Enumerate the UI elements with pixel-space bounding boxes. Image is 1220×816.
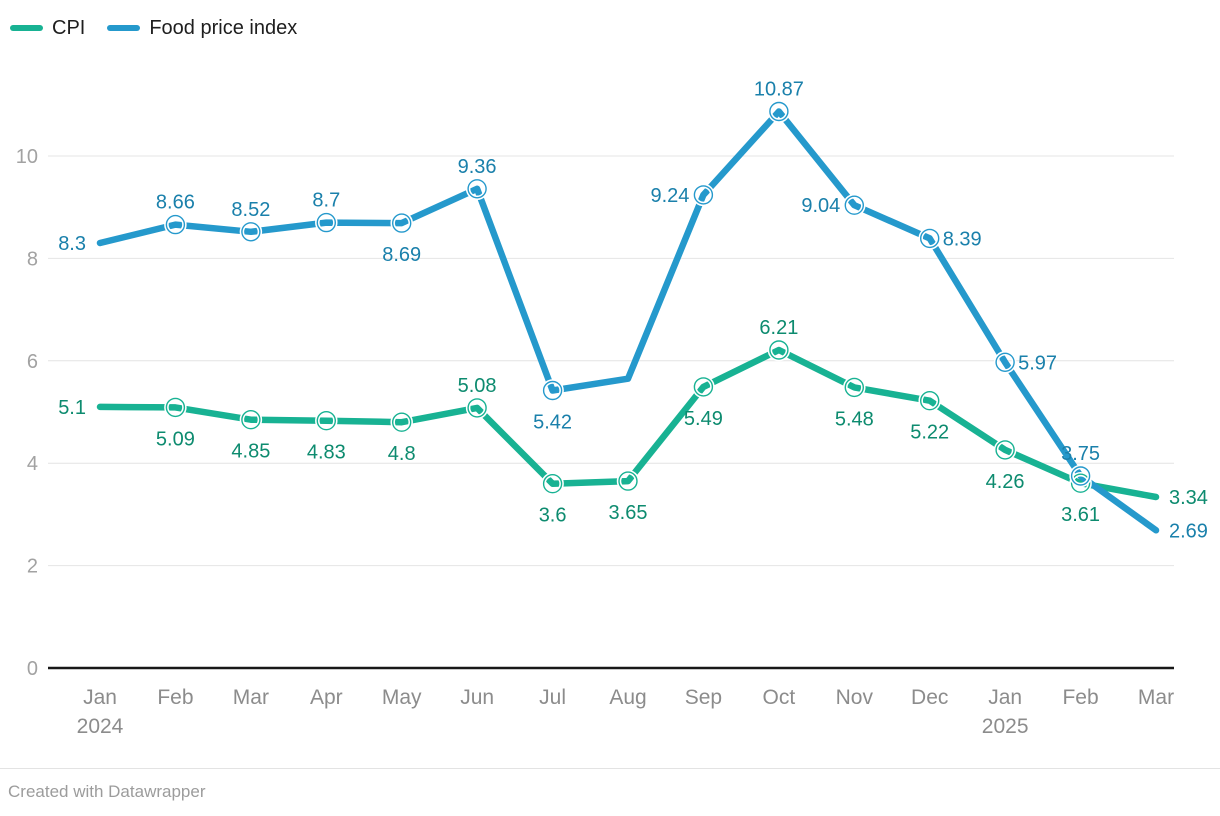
data-point-label: 5.48: [835, 408, 874, 430]
legend-swatch-icon: [107, 25, 141, 31]
data-point-label: 3.34: [1169, 487, 1208, 509]
data-point-label: 9.24: [650, 185, 689, 207]
data-point-marker: [920, 391, 940, 411]
x-tick-label: Nov: [836, 686, 874, 709]
data-point-label: 4.83: [307, 442, 346, 464]
x-tick-label: Sep: [685, 686, 722, 709]
data-point-label: 9.36: [458, 156, 497, 178]
y-tick-label: 8: [27, 248, 38, 270]
data-point-marker: [693, 185, 714, 205]
legend-label: Food price index: [149, 17, 298, 39]
data-point-marker: [1070, 473, 1091, 493]
data-point-marker: [693, 377, 714, 397]
legend-label: CPI: [52, 17, 86, 39]
x-year-label: 2025: [982, 715, 1029, 738]
data-point-marker: [241, 222, 261, 242]
data-point-label: 5.97: [1018, 352, 1057, 374]
legend-swatch-icon: [10, 25, 43, 31]
chart-legend: CPI Food price index: [10, 18, 297, 38]
data-point-marker: [844, 377, 864, 398]
data-point-marker: [769, 101, 789, 122]
data-point-label: 6.21: [759, 317, 798, 339]
legend-item-food-price-index: Food price index: [107, 18, 297, 38]
x-tick-label: Oct: [763, 686, 796, 709]
data-point-label: 4.8: [388, 443, 416, 465]
data-point-label: 3.61: [1061, 504, 1100, 526]
data-point-marker: [1070, 466, 1091, 486]
x-tick-label: Jan: [83, 686, 117, 709]
data-point-marker: [995, 352, 1015, 372]
data-point-marker: [316, 212, 336, 233]
data-point-marker: [392, 213, 412, 233]
data-point-marker: [920, 228, 940, 249]
x-tick-label: Mar: [1138, 686, 1174, 709]
x-tick-label: Apr: [310, 686, 343, 709]
data-point-label: 5.08: [458, 375, 497, 397]
y-tick-label: 6: [27, 351, 38, 373]
data-point-label: 5.22: [910, 422, 949, 444]
y-tick-label: 10: [16, 146, 38, 168]
data-point-marker: [844, 195, 864, 215]
x-tick-label: Jun: [460, 686, 494, 709]
data-point-label: 3.65: [609, 502, 648, 524]
data-point-label: 5.49: [684, 408, 723, 430]
data-point-label: 8.69: [382, 244, 421, 266]
data-point-marker: [165, 214, 186, 235]
data-point-label: 3.75: [1061, 443, 1100, 465]
x-tick-label: Jul: [539, 686, 566, 709]
x-tick-label: Mar: [233, 686, 269, 709]
data-point-label: 8.3: [58, 233, 86, 255]
x-tick-label: May: [382, 686, 422, 709]
data-point-label: 2.69: [1169, 520, 1208, 542]
data-point-label: 8.39: [943, 228, 982, 250]
series-line-food-price-index: [96, 108, 1160, 534]
data-point-marker: [995, 440, 1015, 460]
y-tick-label: 4: [27, 453, 38, 475]
data-point-marker: [542, 474, 563, 494]
series-line-cpi: [96, 346, 1160, 501]
data-point-marker: [316, 411, 336, 431]
chart-canvas: 0 2 4 6 8 10 Jan Feb Mar Apr May Jun Jul Aug Sep Oct Nov…: [16, 79, 1208, 739]
data-point-marker: [618, 471, 638, 491]
x-tick-label: Dec: [911, 686, 948, 709]
data-point-label: 9.04: [801, 195, 840, 217]
y-tick-label: 0: [27, 658, 38, 680]
data-point-label: 4.85: [231, 441, 270, 463]
data-point-label: 10.87: [754, 79, 804, 101]
data-point-marker: [392, 412, 412, 432]
data-point-label: 4.26: [986, 471, 1025, 493]
x-year-label: 2024: [77, 715, 124, 738]
data-point-label: 5.42: [533, 412, 572, 434]
data-point-label: 3.6: [539, 505, 567, 527]
data-point-marker: [467, 179, 487, 199]
data-point-label: 5.09: [156, 428, 195, 450]
data-point-marker: [241, 410, 261, 430]
x-tick-label: Aug: [609, 686, 646, 709]
data-point-label: 8.52: [231, 199, 270, 221]
attribution-text: Created with Datawrapper: [8, 782, 206, 801]
x-tick-label: Feb: [157, 686, 193, 709]
data-point-label: 5.1: [58, 397, 86, 419]
x-tick-label: Jan: [988, 686, 1022, 709]
y-tick-label: 2: [27, 556, 38, 578]
data-point-label: 8.66: [156, 192, 195, 214]
data-point-marker: [769, 340, 789, 360]
data-point-marker: [542, 380, 563, 401]
data-point-marker: [165, 397, 186, 418]
legend-item-cpi: CPI: [10, 18, 85, 38]
data-point-marker: [467, 398, 487, 418]
data-point-label: 8.7: [312, 190, 340, 212]
x-tick-label: Feb: [1062, 686, 1098, 709]
attribution-footer: Created with Datawrapper: [0, 768, 1220, 816]
